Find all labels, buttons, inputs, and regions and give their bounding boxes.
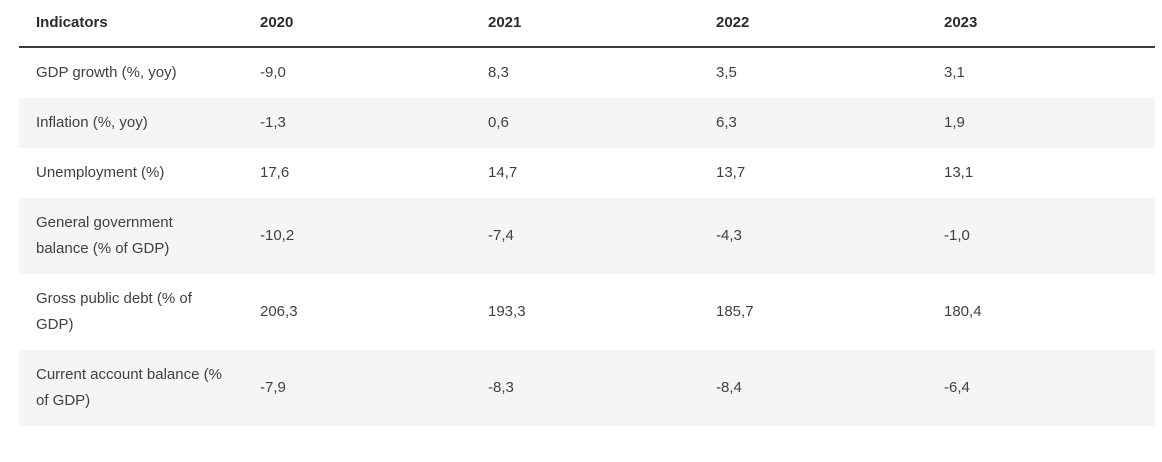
table-row: Current account balance (% of GDP) -7,9 … (19, 350, 1155, 426)
value-cell: 180,4 (944, 303, 982, 320)
value-cell: 193,3 (488, 303, 526, 320)
indicator-name-cell: GDP growth (%, yoy) (36, 64, 177, 81)
value-cell: -7,9 (243, 350, 471, 426)
table-row: General government balance (% of GDP) -1… (19, 198, 1155, 274)
indicator-name-cell: Unemployment (%) (36, 164, 165, 181)
indicator-name-cell: Gross public debt (% of GDP) (36, 290, 192, 333)
value-cell: 1,9 (927, 98, 1155, 148)
value-cell: -6,4 (927, 350, 1155, 426)
column-header-2022: 2022 (699, 0, 927, 48)
value-cell: 6,3 (699, 98, 927, 148)
indicator-name-cell: Inflation (%, yoy) (19, 98, 243, 148)
column-header-2020: 2020 (243, 0, 471, 48)
table-row: Unemployment (%) 17,6 14,7 13,7 13,1 (19, 148, 1155, 198)
value-cell: -1,0 (927, 198, 1155, 274)
column-header-2021: 2021 (471, 0, 699, 48)
value-cell: 14,7 (488, 164, 518, 181)
indicators-table: Indicators 2020 2021 2022 2023 GDP growt… (19, 0, 1155, 426)
table-row: Inflation (%, yoy) -1,3 0,6 6,3 1,9 (19, 98, 1155, 148)
value-cell: 3,5 (716, 64, 737, 81)
value-cell: -8,4 (699, 350, 927, 426)
value-cell: -8,3 (471, 350, 699, 426)
column-header-indicators: Indicators (19, 0, 243, 48)
value-cell: 0,6 (471, 98, 699, 148)
value-cell: -9,0 (260, 64, 286, 81)
column-header-2023: 2023 (927, 0, 1155, 48)
value-cell: 206,3 (260, 303, 298, 320)
indicator-name-cell: General government balance (% of GDP) (19, 198, 243, 274)
indicators-table-container: Indicators 2020 2021 2022 2023 GDP growt… (19, 0, 1155, 426)
value-cell: -1,3 (243, 98, 471, 148)
table-row: GDP growth (%, yoy) -9,0 8,3 3,5 3,1 (19, 47, 1155, 98)
header-row: Indicators 2020 2021 2022 2023 (19, 0, 1155, 48)
value-cell: -4,3 (699, 198, 927, 274)
indicator-name-cell: Current account balance (% of GDP) (19, 350, 243, 426)
value-cell: 3,1 (944, 64, 965, 81)
value-cell: 17,6 (260, 164, 290, 181)
value-cell: -10,2 (243, 198, 471, 274)
value-cell: 185,7 (716, 303, 754, 320)
value-cell: -7,4 (471, 198, 699, 274)
table-row: Gross public debt (% of GDP) 206,3 193,3… (19, 274, 1155, 350)
value-cell: 13,1 (944, 164, 974, 181)
value-cell: 13,7 (716, 164, 746, 181)
value-cell: 8,3 (488, 64, 509, 81)
